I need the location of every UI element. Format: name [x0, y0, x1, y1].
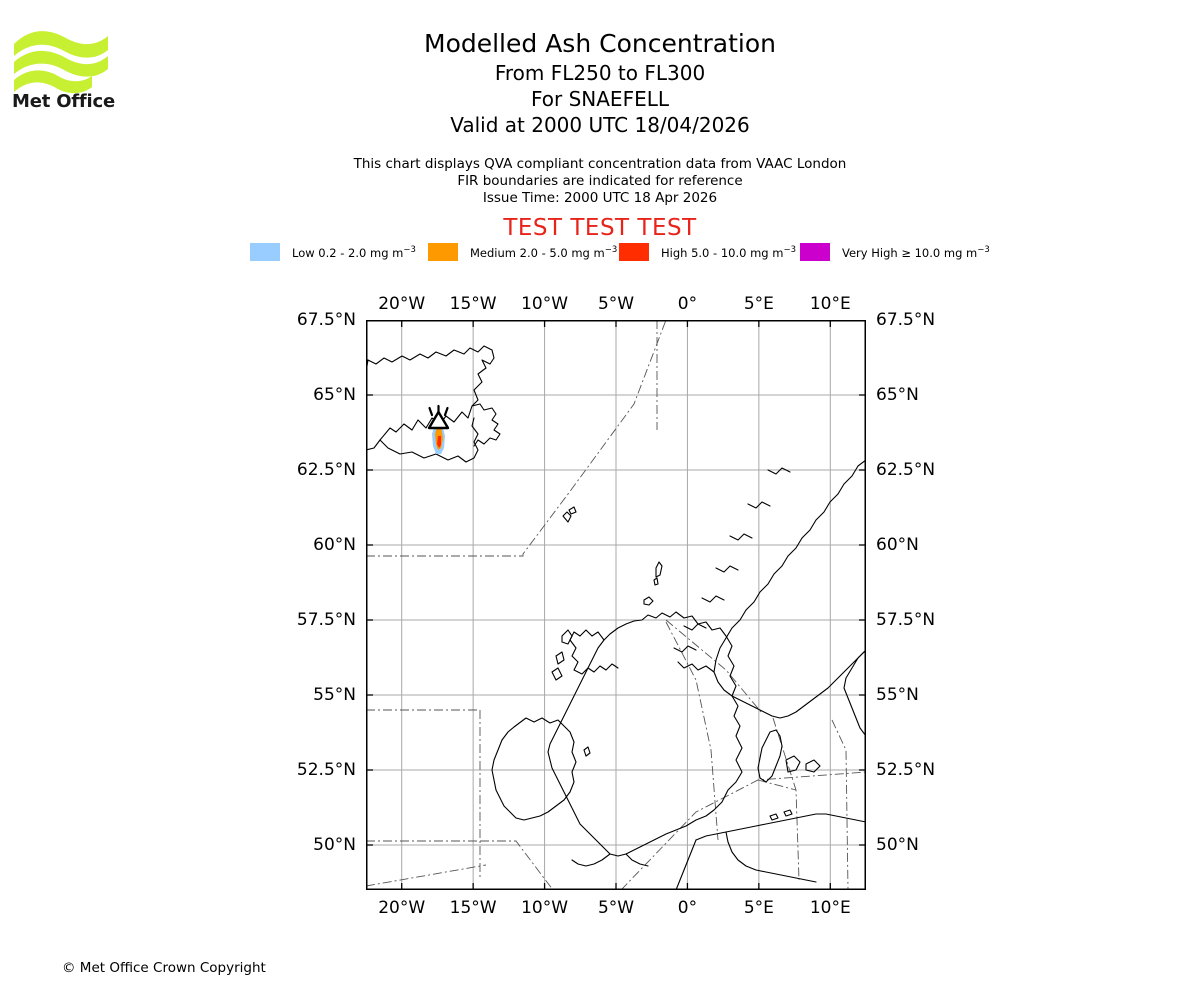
legend-swatch-very-high	[800, 243, 830, 261]
volcano-eruption-rays	[428, 404, 449, 417]
lon-tick-label: 20°W	[378, 898, 426, 918]
copyright-notice: © Met Office Crown Copyright	[62, 960, 266, 976]
lon-tick-label: 0°	[677, 898, 698, 918]
test-banner: TEST TEST TEST	[503, 215, 697, 241]
met-office-logo	[12, 22, 122, 112]
chart-title-block: Modelled Ash Concentration From FL250 to…	[0, 28, 1200, 138]
flight-level-range: From FL250 to FL300	[494, 61, 706, 85]
lon-tick-label: 5°W	[597, 898, 635, 918]
legend-swatch-high	[619, 243, 649, 261]
lat-tick-label: 55°N	[313, 685, 356, 705]
volcano-marker-icon	[427, 404, 450, 430]
concentration-legend: Low 0.2 - 2.0 mg m−3 Medium 2.0 - 5.0 mg…	[0, 240, 1200, 264]
legend-label-very-high: Very High ≥ 10.0 mg m−3	[842, 244, 990, 260]
lon-tick-label: 0°	[677, 294, 698, 314]
lat-tick-label: 55°N	[876, 685, 919, 705]
fir-note: FIR boundaries are indicated for referen…	[457, 173, 743, 189]
axis-ticks	[366, 320, 866, 890]
legend-item-high: High 5.0 - 10.0 mg m−3	[619, 240, 796, 264]
brand-name: Met Office	[12, 91, 116, 112]
lat-tick-label: 62.5°N	[296, 460, 356, 480]
lon-tick-label: 10°E	[809, 898, 851, 918]
ash-concentration-map	[366, 320, 866, 890]
lat-tick-label: 65°N	[876, 385, 919, 405]
legend-label-low: Low 0.2 - 2.0 mg m−3	[292, 244, 416, 260]
lon-tick-label: 10°W	[521, 294, 569, 314]
lat-tick-label: 50°N	[313, 835, 356, 855]
legend-swatch-low	[250, 243, 280, 261]
lat-tick-label: 60°N	[313, 535, 356, 555]
lon-tick-label: 15°W	[449, 898, 497, 918]
lon-tick-label: 20°W	[378, 294, 426, 314]
legend-label-medium: Medium 2.0 - 5.0 mg m−3	[470, 244, 618, 260]
page-title: Modelled Ash Concentration	[424, 29, 776, 58]
lon-tick-label: 10°W	[521, 898, 569, 918]
chart-subtitle-block: This chart displays QVA compliant concen…	[0, 156, 1200, 207]
lat-tick-label: 67.5°N	[876, 310, 936, 330]
lat-tick-label: 57.5°N	[876, 610, 936, 630]
volcano-name: For SNAEFELL	[530, 87, 669, 111]
ash-plume	[432, 424, 445, 454]
coastlines	[366, 345, 866, 890]
lat-tick-label: 60°N	[876, 535, 919, 555]
lat-tick-label: 67.5°N	[296, 310, 356, 330]
lon-tick-label: 5°E	[743, 294, 774, 314]
ash-plume-high	[437, 436, 441, 448]
lon-tick-label: 10°E	[809, 294, 851, 314]
lat-tick-label: 62.5°N	[876, 460, 936, 480]
graticule	[366, 320, 866, 890]
qva-disclaimer: This chart displays QVA compliant concen…	[353, 156, 847, 172]
lat-tick-label: 50°N	[876, 835, 919, 855]
valid-time: Valid at 2000 UTC 18/04/2026	[450, 113, 750, 137]
volcano-triangle-icon	[427, 410, 450, 430]
lon-tick-label: 5°W	[597, 294, 635, 314]
lat-tick-label: 52.5°N	[296, 760, 356, 780]
legend-item-low: Low 0.2 - 2.0 mg m−3	[250, 240, 416, 264]
legend-item-medium: Medium 2.0 - 5.0 mg m−3	[428, 240, 617, 264]
lat-tick-label: 65°N	[313, 385, 356, 405]
legend-label-high: High 5.0 - 10.0 mg m−3	[661, 244, 796, 260]
issue-time: Issue Time: 2000 UTC 18 Apr 2026	[482, 190, 718, 206]
fir-boundaries	[366, 320, 866, 890]
legend-item-very-high: Very High ≥ 10.0 mg m−3	[800, 240, 990, 264]
legend-swatch-medium	[428, 243, 458, 261]
lat-tick-label: 57.5°N	[296, 610, 356, 630]
map-canvas	[366, 320, 866, 890]
lon-tick-label: 15°W	[449, 294, 497, 314]
lon-tick-label: 5°E	[743, 898, 774, 918]
lat-tick-label: 52.5°N	[876, 760, 936, 780]
